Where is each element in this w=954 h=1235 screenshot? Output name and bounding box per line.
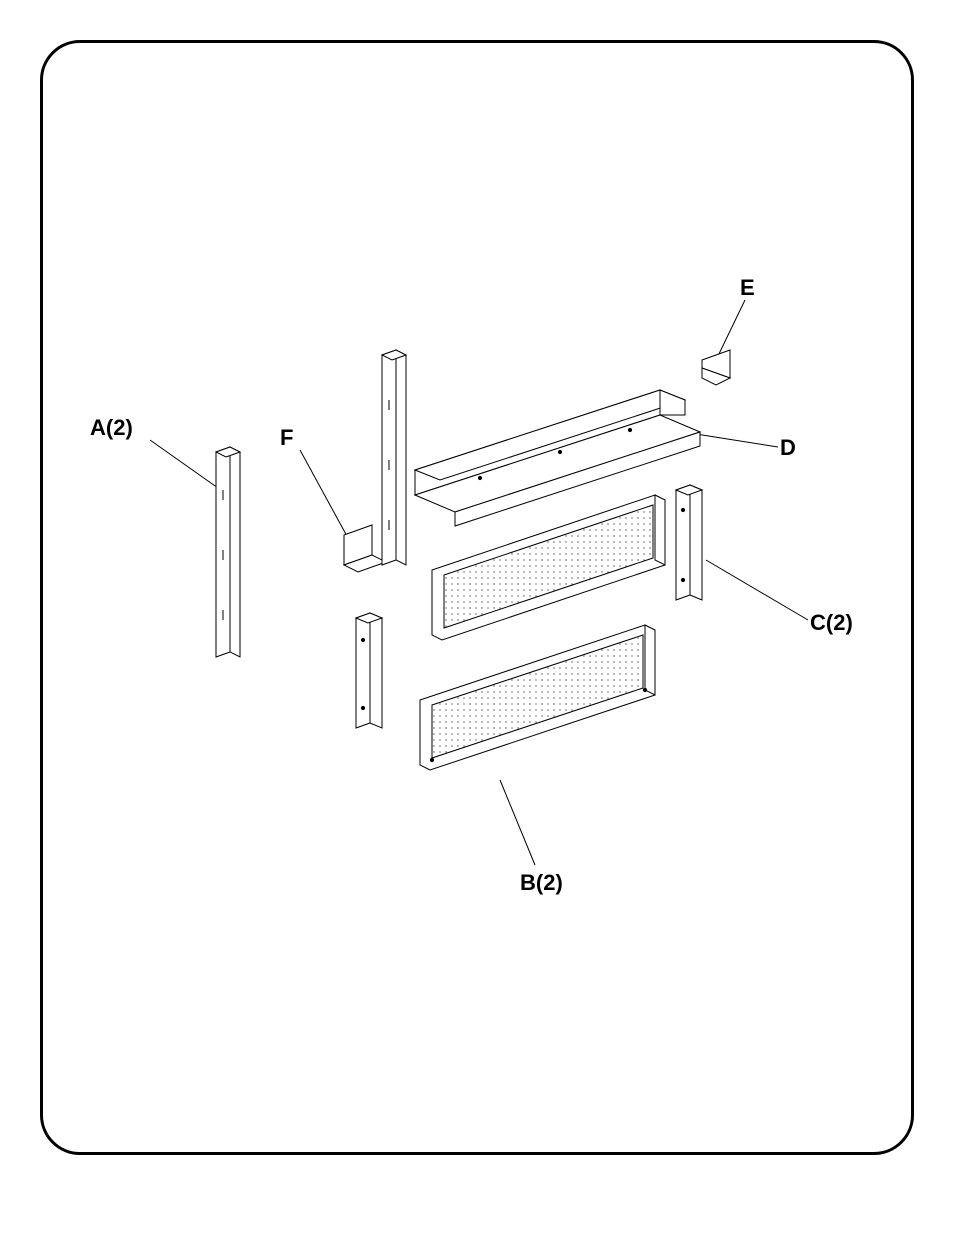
part-e-bracket	[702, 350, 730, 385]
label-b: B(2)	[520, 870, 563, 896]
part-b-panels	[420, 495, 665, 770]
label-e: E	[740, 275, 755, 301]
label-d: D	[780, 435, 796, 461]
label-f: F	[280, 425, 293, 451]
page: A(2) B(2) C(2) D E F	[0, 0, 954, 1235]
label-c: C(2)	[810, 610, 853, 636]
part-a-rails	[216, 350, 406, 657]
part-f-bracket	[344, 525, 386, 572]
label-a: A(2)	[90, 415, 133, 441]
